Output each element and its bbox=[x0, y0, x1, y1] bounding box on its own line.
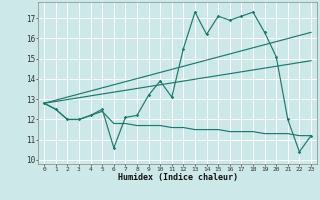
X-axis label: Humidex (Indice chaleur): Humidex (Indice chaleur) bbox=[118, 173, 238, 182]
